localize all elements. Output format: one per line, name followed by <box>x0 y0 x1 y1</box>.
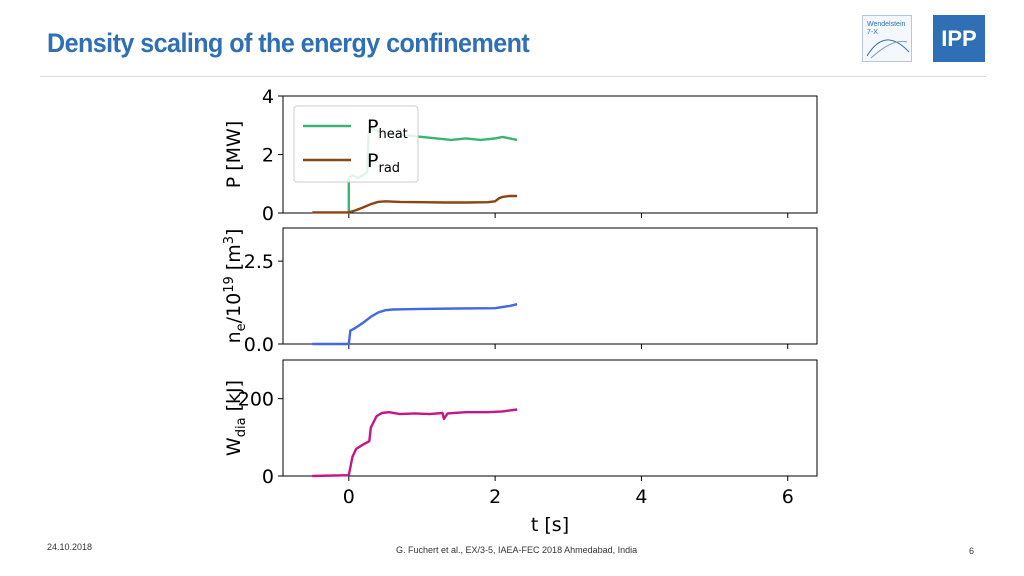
footer-citation: G. Fuchert et al., EX/3-5, IAEA-FEC 2018… <box>396 545 638 555</box>
legend-entry: Pheat <box>367 116 408 142</box>
ipp-logo-text: IPP <box>941 26 976 51</box>
x-tick-label: 6 <box>782 486 794 508</box>
wendelstein-orbit-icon: Wendelstein 7-X <box>866 21 910 59</box>
ipp-logo: IPP <box>933 15 985 62</box>
x-tick-label: 0 <box>343 486 355 508</box>
y-axis-label-2: Wdia [kJ] <box>223 380 249 456</box>
x-axis-label: t [s] <box>531 514 569 536</box>
footer-date: 24.10.2018 <box>47 542 93 552</box>
wendelstein-7x-logo: Wendelstein 7-X <box>862 15 912 62</box>
plot-frame-1 <box>282 227 818 345</box>
series-line-W_dia <box>312 408 518 478</box>
series-line-P_rad <box>312 194 518 214</box>
y-tick-label: 0 <box>262 466 274 488</box>
y-axis-label-1: ne/1019 [m3] <box>222 229 249 344</box>
w7x-logo-text-2: 7-X <box>867 29 878 36</box>
y-tick-label: 200 <box>238 389 274 411</box>
w7x-logo-text-1: Wendelstein <box>867 21 906 28</box>
y-tick-label: 0 <box>262 203 274 225</box>
y-tick-label: 4 <box>262 86 274 108</box>
y-axis-label-0: P [MW] <box>223 121 245 189</box>
plot-frame-2 <box>282 359 818 477</box>
legend-entry: Prad <box>367 150 400 176</box>
legend: Pheat Prad <box>293 105 419 183</box>
series-line-n_e <box>312 303 518 346</box>
page-title: Density scaling of the energy confinemen… <box>47 28 530 58</box>
page-number: 6 <box>969 546 975 556</box>
y-tick-label: 0.0 <box>244 334 274 356</box>
y-tick-label: 2 <box>262 145 274 167</box>
y-tick-label: 2.5 <box>244 251 274 273</box>
title-divider <box>40 76 986 77</box>
x-tick-label: 2 <box>489 486 501 508</box>
x-tick-label: 4 <box>635 486 647 508</box>
